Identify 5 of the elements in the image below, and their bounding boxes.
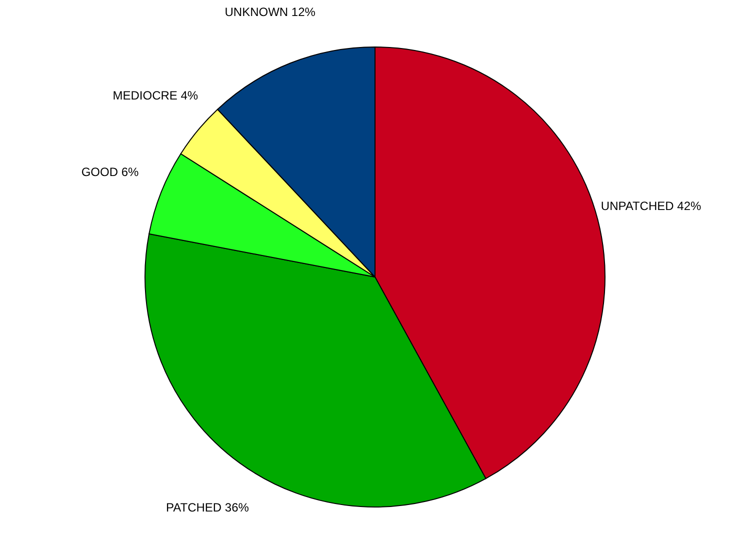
slice-label: UNPATCHED 42%: [600, 199, 702, 214]
slice-label: MEDIOCRE 4%: [112, 88, 198, 102]
slice-label: PATCHED 36%: [166, 500, 250, 515]
slice-label: UNKNOWN 12%: [224, 5, 316, 20]
slice-label: GOOD 6%: [81, 165, 140, 180]
